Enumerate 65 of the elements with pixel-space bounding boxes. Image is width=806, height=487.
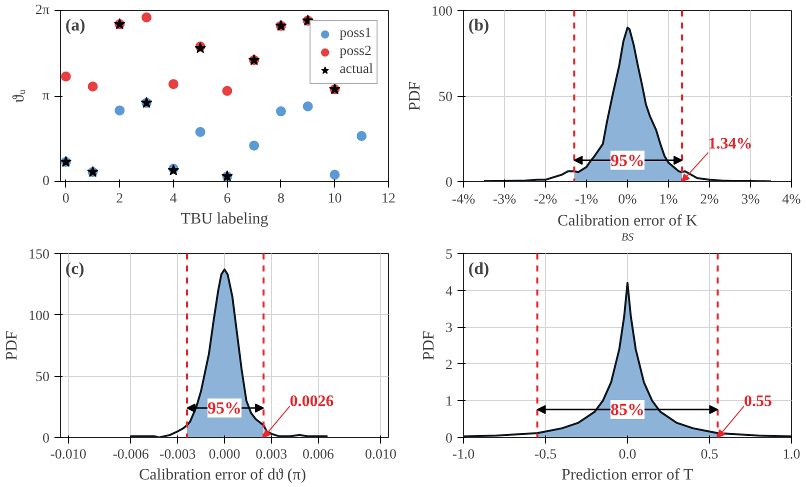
x-tick-label: -0.010 bbox=[50, 448, 86, 462]
x-tick-label: 4% bbox=[782, 192, 802, 208]
y-axis-title: PDF bbox=[420, 330, 438, 360]
x-tick-label: 1.0 bbox=[782, 448, 800, 462]
x-tick-label: 0.003 bbox=[256, 448, 288, 462]
x-tick-label: 0 bbox=[62, 192, 70, 206]
annotation: 0.55 bbox=[744, 393, 772, 410]
x-axis-title: Calibration error of dϑ (π) bbox=[138, 466, 306, 484]
x-tick-label: -3% bbox=[492, 192, 516, 208]
y-axis-title: PDF bbox=[406, 81, 424, 111]
y-tick-label: 150 bbox=[28, 248, 50, 262]
y-tick-label: π bbox=[42, 88, 50, 104]
x-tick-label: 8 bbox=[277, 192, 284, 206]
x-axis-title: TBU labeling bbox=[180, 210, 268, 228]
x-tick-label: -2% bbox=[534, 192, 558, 208]
x-tick-label: -1.0 bbox=[452, 448, 475, 462]
y-tick-label: 3 bbox=[446, 321, 452, 336]
y-tick-label: 100 bbox=[28, 308, 50, 324]
annotation: (b) bbox=[468, 16, 490, 35]
y-axis-title: PDF bbox=[4, 330, 20, 360]
x-tick-label: 0.000 bbox=[208, 448, 240, 462]
x-tick-label: -0.006 bbox=[112, 448, 149, 462]
x-tick-label: 2% bbox=[700, 192, 720, 208]
x-tick-label: 0.010 bbox=[364, 448, 396, 462]
y-tick-label: 0 bbox=[446, 176, 452, 190]
x-tick-label: 1% bbox=[659, 192, 678, 208]
y-tick-label: 100 bbox=[432, 4, 452, 20]
x-tick-label: -4% bbox=[452, 192, 476, 208]
legend-label: actual bbox=[340, 61, 373, 79]
x-tick-label: 0.006 bbox=[302, 448, 334, 462]
x-tick-label: 4 bbox=[170, 192, 177, 206]
annotation: 0.0026 bbox=[290, 393, 334, 410]
x-tick-label: 12 bbox=[382, 192, 396, 206]
x-tick-label: 2 bbox=[116, 192, 124, 206]
x-axis-title: Calibration error of KBS bbox=[558, 212, 698, 244]
x-tick-label: -0.5 bbox=[534, 448, 557, 462]
x-tick-label: 6 bbox=[224, 192, 231, 206]
x-tick-label: -1% bbox=[574, 192, 598, 208]
y-tick-label: 2 bbox=[446, 358, 452, 373]
annotation: (a) bbox=[65, 16, 86, 35]
annotation: 85% bbox=[610, 400, 644, 420]
x-tick-label: 0% bbox=[618, 192, 638, 208]
y-tick-label: 5 bbox=[446, 248, 452, 262]
annotation: 95% bbox=[208, 398, 242, 418]
y-tick-label: 2π bbox=[35, 3, 50, 18]
y-axis-title: ϑᵤ bbox=[10, 89, 28, 103]
legend-label: poss1 bbox=[340, 25, 372, 43]
x-tick-label: 0.0 bbox=[618, 448, 636, 462]
annotation: (d) bbox=[468, 259, 490, 278]
legend-label: poss2 bbox=[340, 43, 372, 61]
y-tick-label: 50 bbox=[36, 370, 50, 386]
x-tick-label: 10 bbox=[328, 192, 342, 206]
y-tick-label: 1 bbox=[446, 394, 452, 410]
y-tick-label: 0 bbox=[42, 432, 50, 446]
annotation: (c) bbox=[65, 259, 84, 278]
y-tick-label: 50 bbox=[438, 90, 452, 105]
x-axis-title: Prediction error of T bbox=[562, 466, 694, 484]
y-tick-label: 0 bbox=[42, 174, 50, 189]
x-tick-label: 3% bbox=[741, 192, 760, 208]
y-tick-label: 0 bbox=[446, 432, 452, 446]
x-tick-label: -0.003 bbox=[160, 448, 196, 462]
y-tick-label: 4 bbox=[446, 284, 452, 300]
annotation: 1.34% bbox=[708, 135, 752, 152]
annotation: 95% bbox=[610, 150, 644, 170]
x-tick-label: 0.5 bbox=[700, 448, 718, 462]
